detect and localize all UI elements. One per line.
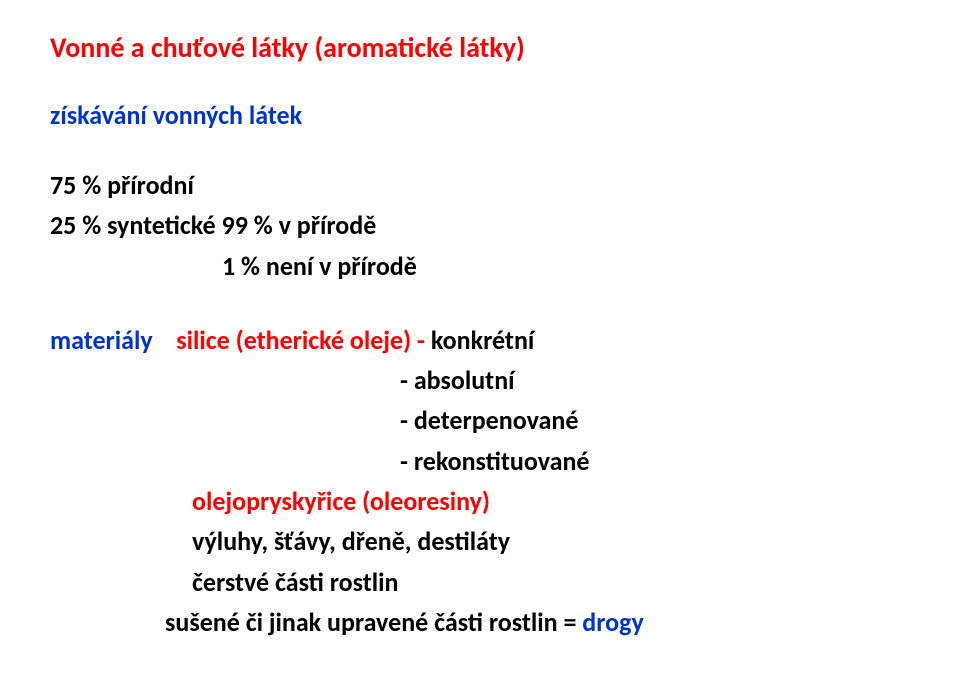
- pct-synthetic: 25 % syntetické 99 % v přírodě: [50, 205, 910, 245]
- cerstve: čerstvé části rostlin: [192, 562, 910, 602]
- konkretni-text: konkrétní: [431, 324, 534, 356]
- silice-label: silice (etherické oleje) -: [176, 324, 425, 356]
- materials-line: materiály silice (etherické oleje) - kon…: [50, 320, 910, 360]
- rekonstituovane: - rekonstituované: [400, 441, 910, 481]
- pct-none: 1 % není v přírodě: [222, 246, 910, 286]
- oleopryskyrice: olejopryskyřice (oleoresiny): [192, 481, 910, 521]
- pct-natural: 75 % přírodní: [50, 165, 910, 205]
- drogy: drogy: [582, 606, 644, 638]
- susene-pre: sušené či jinak upravené části rostlin =: [165, 606, 582, 638]
- vyluhy: výluhy, šťávy, dřeně, destiláty: [192, 521, 910, 561]
- materials-label: materiály: [50, 324, 153, 356]
- deterpenovane: - deterpenované: [400, 400, 910, 440]
- absolutni: - absolutní: [400, 360, 910, 400]
- susene-line: sušené či jinak upravené části rostlin =…: [165, 602, 910, 642]
- slide-title: Vonné a chuťové látky (aromatické látky): [50, 30, 910, 65]
- slide-subtitle: získávání vonných látek: [50, 99, 910, 131]
- slide: { "title": "Vonné a chuťové látky (aroma…: [0, 0, 960, 682]
- spacer: [50, 286, 910, 320]
